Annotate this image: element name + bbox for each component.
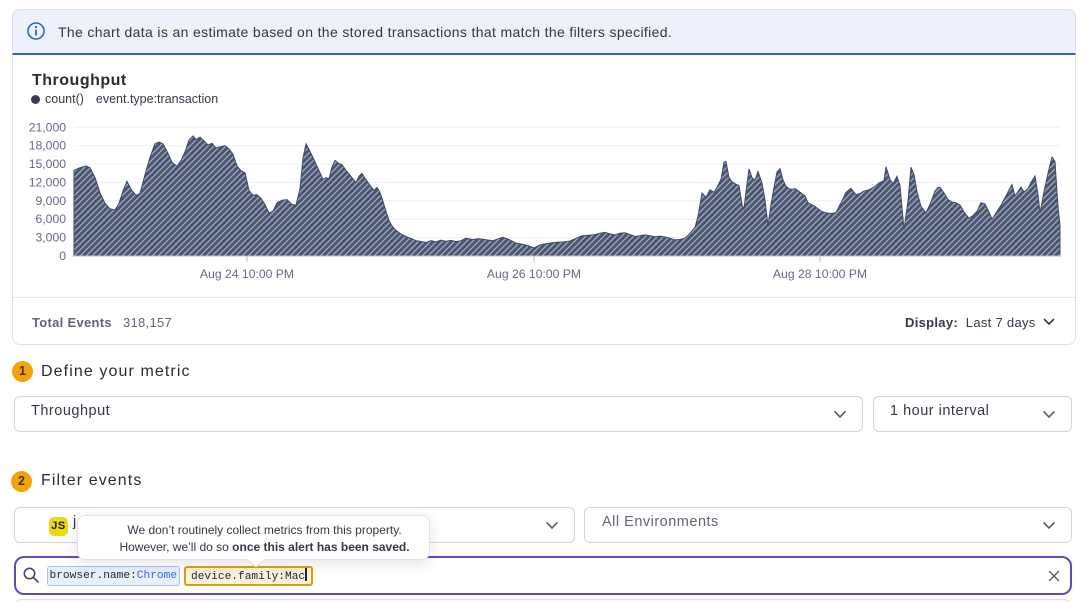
svg-text:Aug 28 10:00 PM: Aug 28 10:00 PM: [773, 267, 867, 281]
svg-text:15,000: 15,000: [29, 157, 66, 171]
svg-text:9,000: 9,000: [36, 194, 67, 208]
svg-text:0: 0: [59, 249, 66, 263]
svg-text:21,000: 21,000: [29, 120, 66, 134]
svg-text:Aug 24 10:00 PM: Aug 24 10:00 PM: [200, 267, 294, 281]
svg-text:12,000: 12,000: [29, 176, 66, 190]
svg-text:3,000: 3,000: [36, 231, 67, 245]
svg-text:6,000: 6,000: [36, 212, 67, 226]
svg-text:18,000: 18,000: [29, 139, 66, 153]
svg-text:Aug 26 10:00 PM: Aug 26 10:00 PM: [487, 267, 581, 281]
